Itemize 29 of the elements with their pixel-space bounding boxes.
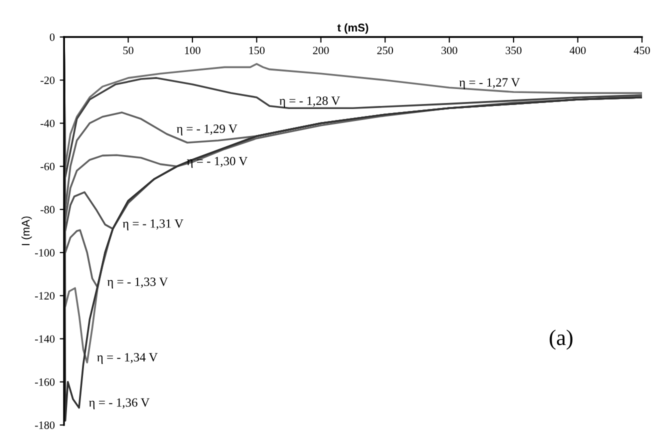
x-tick-label: 100 xyxy=(185,46,200,54)
annotation: η = - 1,33 V xyxy=(107,278,168,289)
y-tick-label: -120 xyxy=(35,292,55,300)
y-tick-label: 0 xyxy=(50,33,55,41)
y-tick-label: -180 xyxy=(35,421,55,429)
y-tick-label: -100 xyxy=(35,249,55,257)
x-tick-label: 250 xyxy=(377,46,394,54)
annotation: η = - 1,31 V xyxy=(122,219,184,230)
y-tick-label: -20 xyxy=(40,76,55,84)
y-tick-label: -80 xyxy=(40,206,55,214)
y-tick-label: -40 xyxy=(40,120,55,128)
x-tick-label: 300 xyxy=(442,46,458,54)
y-axis-title: I (mA) xyxy=(21,216,32,246)
y-tick-label: -140 xyxy=(35,335,55,343)
y-tick-label: -160 xyxy=(35,378,55,386)
x-tick-label: 150 xyxy=(249,46,265,54)
x-axis-title: t (mS) xyxy=(337,23,368,34)
x-tick-label: 450 xyxy=(634,46,650,54)
y-tick-label: -60 xyxy=(40,162,55,170)
x-tick-label: 350 xyxy=(506,46,522,54)
x-tick-label: 400 xyxy=(570,46,586,54)
annotation: η = - 1,28 V xyxy=(279,96,340,108)
x-tick-label: 50 xyxy=(123,46,134,54)
x-tick-label: 200 xyxy=(313,46,329,54)
annotation: η = - 1,36 V xyxy=(88,398,150,410)
annotation: (a) xyxy=(550,330,572,350)
annotation: η = - 1,34 V xyxy=(97,353,158,364)
annotation: η = - 1,29 V xyxy=(176,124,238,136)
annotation: η = - 1,27 V xyxy=(459,78,520,90)
